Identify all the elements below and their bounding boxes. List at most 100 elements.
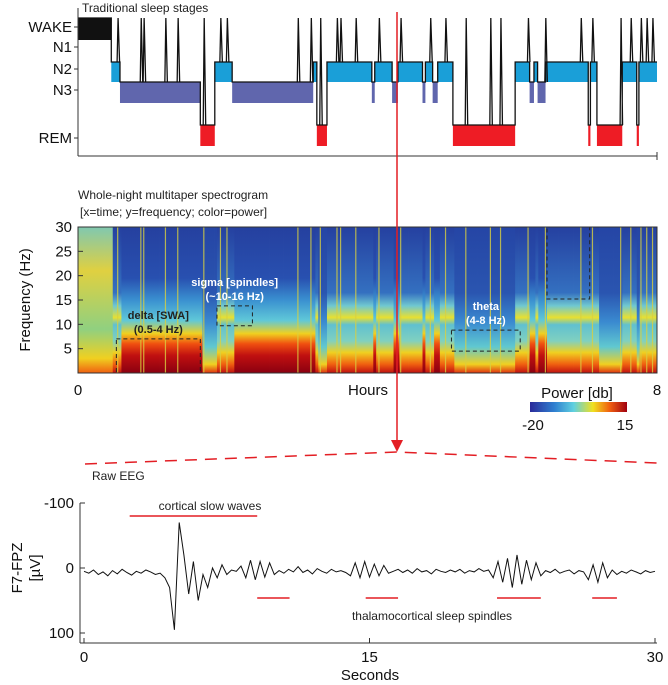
arousal-streak	[544, 227, 547, 373]
spectrogram-y-tick: 20	[55, 268, 72, 285]
spectrogram-column	[173, 227, 177, 373]
annotation-label: (0.5-4 Hz)	[134, 324, 183, 336]
spectrogram-column	[439, 227, 444, 373]
arousal-streak	[580, 227, 582, 373]
spectrogram-column	[216, 227, 221, 373]
annotation-label: delta [SWA]	[128, 310, 189, 322]
spectrogram-column	[367, 227, 371, 373]
spectrogram-column	[324, 227, 328, 373]
spectrogram-column	[532, 227, 536, 373]
eeg-x-tick: 30	[647, 649, 664, 666]
spectrogram-column	[106, 227, 111, 373]
spectrogram-column	[243, 227, 247, 373]
spectrogram-column	[555, 227, 559, 373]
colorbar-label: Power [db]	[541, 385, 613, 402]
spectrogram-column	[89, 227, 93, 373]
spectrogram-column	[396, 227, 400, 373]
spectrogram-x-tick: 8	[653, 382, 661, 399]
spectrogram-column	[292, 227, 296, 373]
hypnogram-fills	[78, 18, 657, 146]
spectrogram-column	[263, 227, 267, 373]
spectrogram-column	[326, 227, 331, 373]
zoom-expansion-lines	[84, 451, 658, 465]
stage-epoch-n3	[432, 82, 438, 103]
arousal-streak	[310, 227, 312, 373]
zoom-marker	[84, 12, 658, 465]
spectrogram-y-label: Frequency (Hz)	[17, 248, 34, 351]
spectrogram-column	[271, 227, 276, 373]
spectrogram-column	[228, 227, 232, 373]
spectrogram-column	[222, 227, 227, 373]
spectrogram-title-line2: [x=time; y=frequency; color=power]	[80, 205, 267, 219]
spectrogram-column	[199, 227, 203, 373]
spectrogram-column	[512, 227, 516, 373]
spectrogram-column	[573, 227, 577, 373]
arousal-streak	[355, 227, 357, 373]
spectrogram-column	[245, 227, 250, 373]
spectrogram-column	[393, 227, 397, 373]
arousal-streak	[117, 227, 119, 373]
spectrogram-column	[422, 227, 426, 373]
spectrogram-column	[633, 227, 638, 373]
eeg-y-tick: -100	[44, 495, 74, 512]
spectrogram-column	[654, 227, 658, 373]
arousal-streak	[177, 227, 179, 373]
spectrogram-column	[190, 227, 195, 373]
spectrogram-column	[575, 227, 580, 373]
spectrogram-column	[419, 227, 423, 373]
spectrogram-column	[298, 227, 302, 373]
spectrogram-column	[208, 227, 212, 373]
spectrogram-column	[520, 227, 525, 373]
spectrogram-column	[584, 227, 588, 373]
stage-epoch-n2	[590, 62, 597, 82]
colorbar-gradient	[530, 402, 627, 412]
spectrogram-column	[642, 227, 646, 373]
spectrogram-column	[248, 227, 253, 373]
hypnogram-trace	[78, 17, 657, 126]
stage-labels: WAKE N1 N2 N3 REM	[28, 19, 78, 147]
spectrogram-annotations: delta [SWA] (0.5-4 Hz) sigma [spindles] (~1…	[115, 184, 613, 374]
spectrogram-column	[164, 227, 169, 373]
eeg-y-label-line1: F7-FPZ	[9, 543, 26, 594]
spectrogram-x-tick: 0	[74, 382, 82, 399]
spectrogram-column	[549, 227, 554, 373]
spectrogram-column	[153, 227, 157, 373]
arousal-streak	[620, 227, 622, 373]
arousal-streak	[489, 227, 492, 373]
spectrogram-column	[167, 227, 172, 373]
stage-epoch-rem	[588, 125, 591, 146]
spectrogram-column	[159, 227, 163, 373]
spectrogram-column	[474, 227, 478, 373]
spectrogram-column	[564, 227, 568, 373]
spectrogram-y-tick: 25	[55, 243, 72, 260]
spectrogram-column	[636, 227, 641, 373]
spectrogram-column	[408, 227, 412, 373]
spectrogram-column	[127, 227, 131, 373]
stage-epoch-n3	[232, 82, 314, 103]
eeg-ticks: 0 15 30 -100 0 100	[44, 495, 663, 666]
spectrogram-column	[379, 227, 383, 373]
arousal-streak	[336, 227, 338, 373]
spectrogram-column	[306, 227, 310, 373]
arousal-streak	[527, 227, 529, 373]
spectrogram-column	[118, 227, 122, 373]
stage-epoch-rem	[452, 125, 516, 146]
spectrogram-y-tick: 5	[64, 341, 72, 358]
spectrogram-column	[486, 227, 490, 373]
spectrogram-column	[312, 227, 316, 373]
spectrogram-column	[109, 227, 114, 373]
arousal-streak	[203, 227, 205, 373]
spectrogram-column	[135, 227, 140, 373]
eeg-panel: Raw EEG cortical slow waves thalamocorti…	[9, 469, 663, 684]
spectrogram-column	[413, 227, 418, 373]
spectrogram-column	[205, 227, 209, 373]
spectrogram-column	[231, 227, 235, 373]
spectrogram-column	[112, 227, 117, 373]
eeg-x-label: Seconds	[341, 667, 399, 684]
spectrogram-column	[347, 227, 351, 373]
spectrogram-column	[156, 227, 160, 373]
spectrogram-column	[625, 227, 629, 373]
arousal-streak	[164, 227, 167, 373]
stage-epoch-n2	[425, 62, 433, 82]
spectrogram-column	[358, 227, 363, 373]
